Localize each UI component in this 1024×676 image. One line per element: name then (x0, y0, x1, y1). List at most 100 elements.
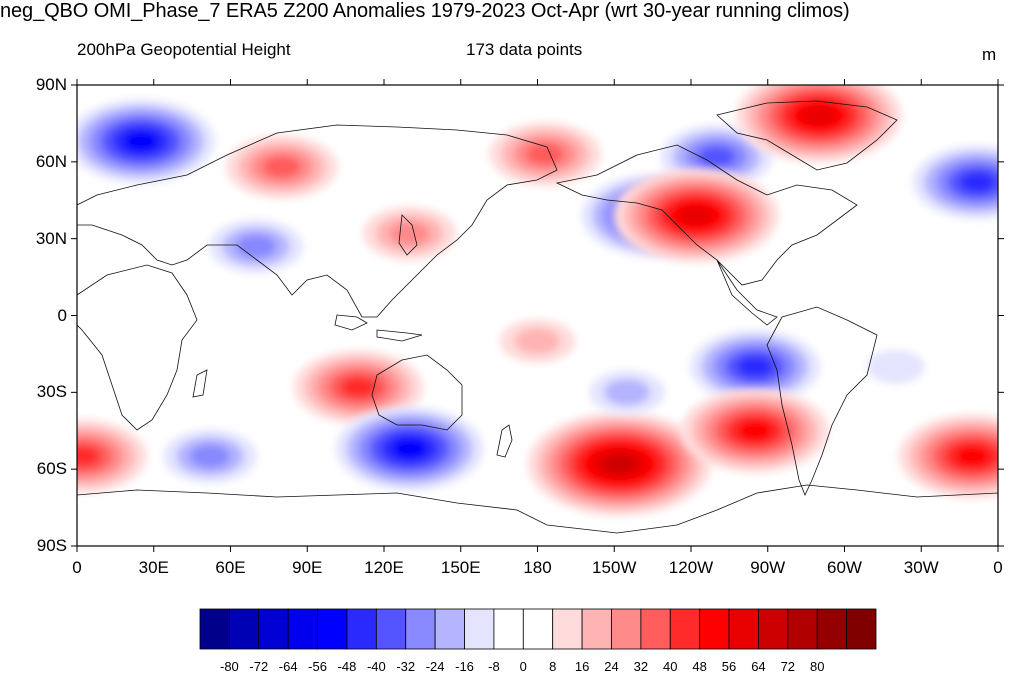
colorbar-swatch (669, 608, 701, 650)
colorbar-swatch (728, 608, 759, 650)
colorbar-swatch (346, 608, 377, 650)
longitude-label: 30W (903, 558, 939, 577)
longitude-label: 90E (292, 558, 323, 577)
map-canvas (71, 79, 1004, 552)
colorbar-swatch (199, 608, 230, 650)
anomaly-center (613, 168, 780, 263)
colorbar-label: -40 (366, 659, 386, 674)
latitude-label: 90S (36, 536, 67, 555)
colorbar-label: 72 (780, 659, 796, 674)
latitude-label: 30S (36, 382, 67, 402)
map-ticks (71, 79, 1004, 552)
anomaly-center (912, 145, 998, 220)
colorbar-swatch (699, 608, 730, 650)
colorbar-label: 48 (692, 659, 707, 674)
contour-level (866, 349, 925, 384)
contour-level (392, 438, 427, 459)
colorbar-label: 24 (604, 659, 619, 674)
variable-label: 200hPa Geopotential Height (77, 40, 291, 59)
colorbar-swatch (317, 608, 348, 650)
latitude-label: 0 (57, 305, 67, 325)
colorbar-label: 16 (574, 659, 590, 674)
contour-level (235, 234, 277, 258)
contour-level (959, 172, 996, 193)
contour-level (189, 444, 231, 468)
anomaly-center (735, 85, 902, 163)
contour-level (604, 379, 650, 406)
anomaly-center (866, 349, 925, 384)
colorbar-swatch (581, 608, 612, 650)
latitude-label: 60N (35, 151, 67, 171)
anomaly-center (527, 412, 712, 517)
colorbar-swatch (522, 608, 554, 650)
latitude-label: 60S (36, 459, 67, 479)
colorbar-swatch (228, 608, 260, 650)
plot-title: neg_QBO OMI_Phase_7 ERA5 Z200 Anomalies … (0, 0, 850, 22)
anomaly-contours (77, 85, 998, 517)
longitude-label: 120W (668, 558, 714, 577)
contour-level (263, 156, 301, 178)
colorbar-label: -80 (219, 659, 239, 674)
contour-level (526, 143, 564, 165)
longitude-label: 150E (440, 558, 481, 577)
colorbar-label: -24 (425, 659, 445, 674)
coastlines (77, 100, 998, 534)
colorbar-label: -56 (308, 659, 327, 674)
latitude-label: 90N (35, 75, 67, 94)
longitude-label: 60W (827, 558, 862, 577)
colorbar-label: 40 (663, 659, 678, 674)
anomaly-center (209, 219, 304, 274)
colorbar-swatch (787, 608, 818, 650)
colorbar-swatch (434, 608, 465, 650)
colorbar-swatch (846, 608, 877, 650)
colorbar-label: -8 (488, 659, 500, 674)
colorbar-label: -48 (337, 659, 357, 674)
colorbar-swatch (375, 608, 407, 650)
anomaly-center (163, 429, 258, 484)
contour-level (603, 454, 636, 474)
colorbar-swatch (758, 608, 789, 650)
anomaly-center (680, 388, 829, 473)
colorbar-swatch (287, 608, 318, 650)
longitude-label: 60E (215, 558, 246, 577)
anomaly-center (898, 414, 998, 499)
colorbar-label: 64 (751, 659, 766, 674)
colorbar-swatch (611, 608, 642, 650)
units-label: m (982, 45, 997, 64)
longitude-label: 0 (993, 558, 1003, 577)
longitude-label: 120E (364, 558, 404, 577)
anomaly-center (293, 350, 424, 425)
colorbar-swatch (493, 608, 524, 650)
anomaly-center (689, 329, 820, 404)
contour-level (514, 327, 561, 355)
colorbar-label: 32 (633, 659, 649, 674)
contour-level (123, 131, 159, 152)
contour-level (955, 446, 990, 467)
anomaly-center (499, 319, 576, 364)
colorbar-label: 8 (549, 659, 557, 674)
anomaly-center (77, 99, 215, 184)
contour-level (802, 106, 836, 126)
anomaly-map (71, 79, 1004, 552)
longitude-label: 0 (72, 558, 82, 577)
contour-level (340, 377, 377, 398)
contour-level (679, 206, 713, 226)
colorbar-label: -64 (278, 659, 298, 674)
data-points-label: 173 data points (466, 40, 583, 59)
anomaly-center (335, 406, 484, 491)
longitude-label: 180 (523, 558, 552, 577)
colorbar-swatch (258, 608, 289, 650)
colorbar-label: 80 (809, 659, 825, 674)
anomaly-center (225, 134, 338, 199)
anomaly-center (589, 370, 666, 415)
longitude-label: 90W (750, 558, 786, 577)
colorbar-swatch (405, 608, 436, 650)
colorbar-swatch (640, 608, 671, 650)
longitude-label: 30E (138, 558, 169, 577)
contour-level (737, 421, 773, 441)
colorbar-label: -16 (455, 659, 474, 674)
contour-level (697, 146, 736, 168)
longitude-label: 150W (592, 558, 637, 577)
colorbar-label: 0 (519, 659, 527, 674)
anomaly-center (489, 122, 602, 187)
